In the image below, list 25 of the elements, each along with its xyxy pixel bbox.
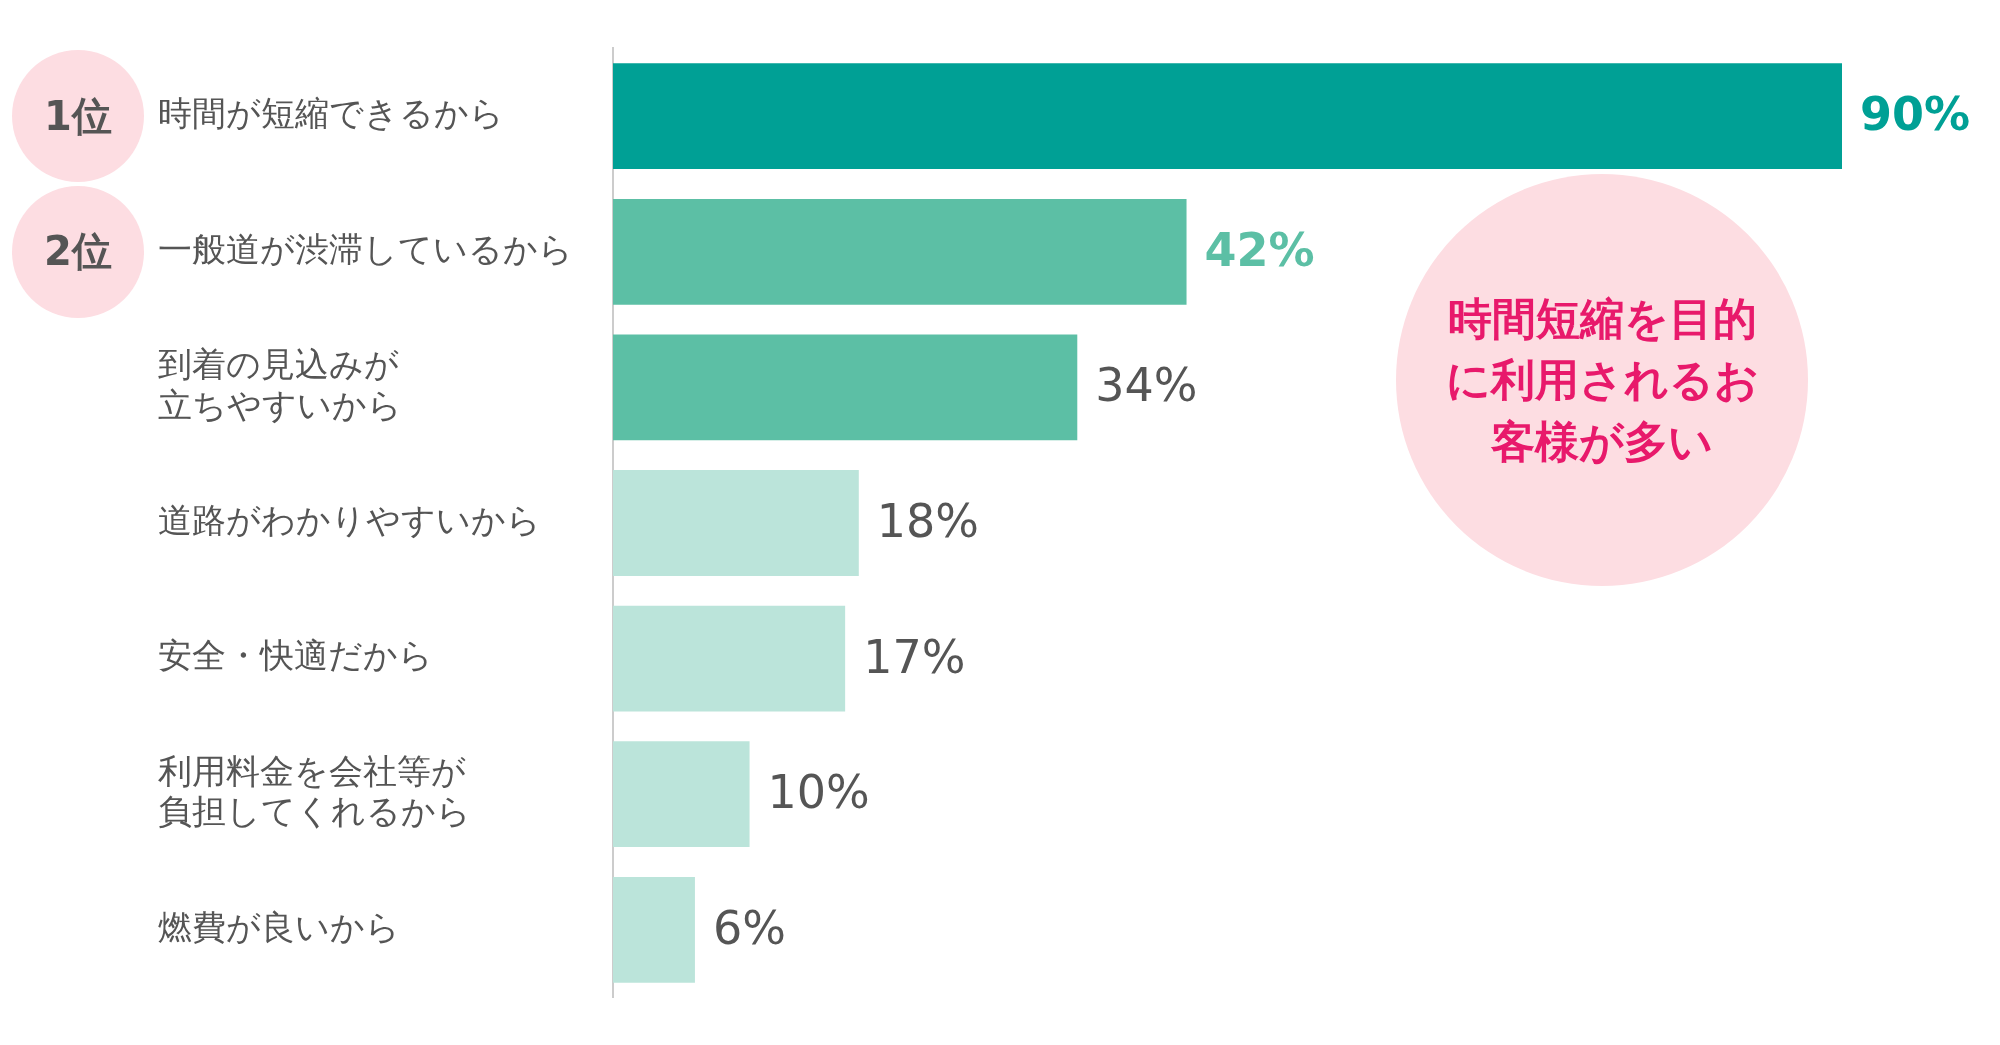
y-tick-label: 燃費が良いから bbox=[158, 906, 400, 947]
data-label: 6% bbox=[712, 900, 786, 955]
data-label: 18% bbox=[876, 493, 980, 548]
bar bbox=[613, 876, 695, 983]
badge-circle: 1位 bbox=[12, 50, 144, 183]
y-tick-label: 到着の見込みが立ちやすいから bbox=[158, 343, 402, 425]
bar bbox=[613, 470, 859, 576]
data-label: 42% bbox=[1204, 222, 1315, 277]
y-tick-label: 時間が短縮できるから bbox=[158, 93, 504, 134]
bar bbox=[613, 605, 846, 712]
y-tick-label: 一般道が渋滞しているから bbox=[158, 228, 573, 269]
callout-circle: 時間短縮を目的に利用されるお客様が多い bbox=[1396, 174, 1808, 586]
data-label: 34% bbox=[1095, 358, 1198, 413]
badge-circle: 2位 bbox=[12, 185, 144, 318]
bar bbox=[613, 198, 1187, 305]
bar bbox=[613, 741, 750, 848]
data-label: 90% bbox=[1860, 87, 1971, 142]
y-tick-label: 利用料金を会社等が負担してくれるから bbox=[158, 750, 471, 832]
annotation: 時間短縮を目的に利用されるお客様が多い bbox=[1444, 291, 1760, 469]
data-label: 10% bbox=[767, 765, 870, 820]
bar bbox=[613, 334, 1078, 441]
data-label: 17% bbox=[863, 629, 966, 684]
bar bbox=[613, 63, 1842, 170]
y-tick-label: 安全・快適だから bbox=[158, 635, 433, 676]
y-tick-label: 道路がわかりやすいから bbox=[158, 499, 541, 540]
